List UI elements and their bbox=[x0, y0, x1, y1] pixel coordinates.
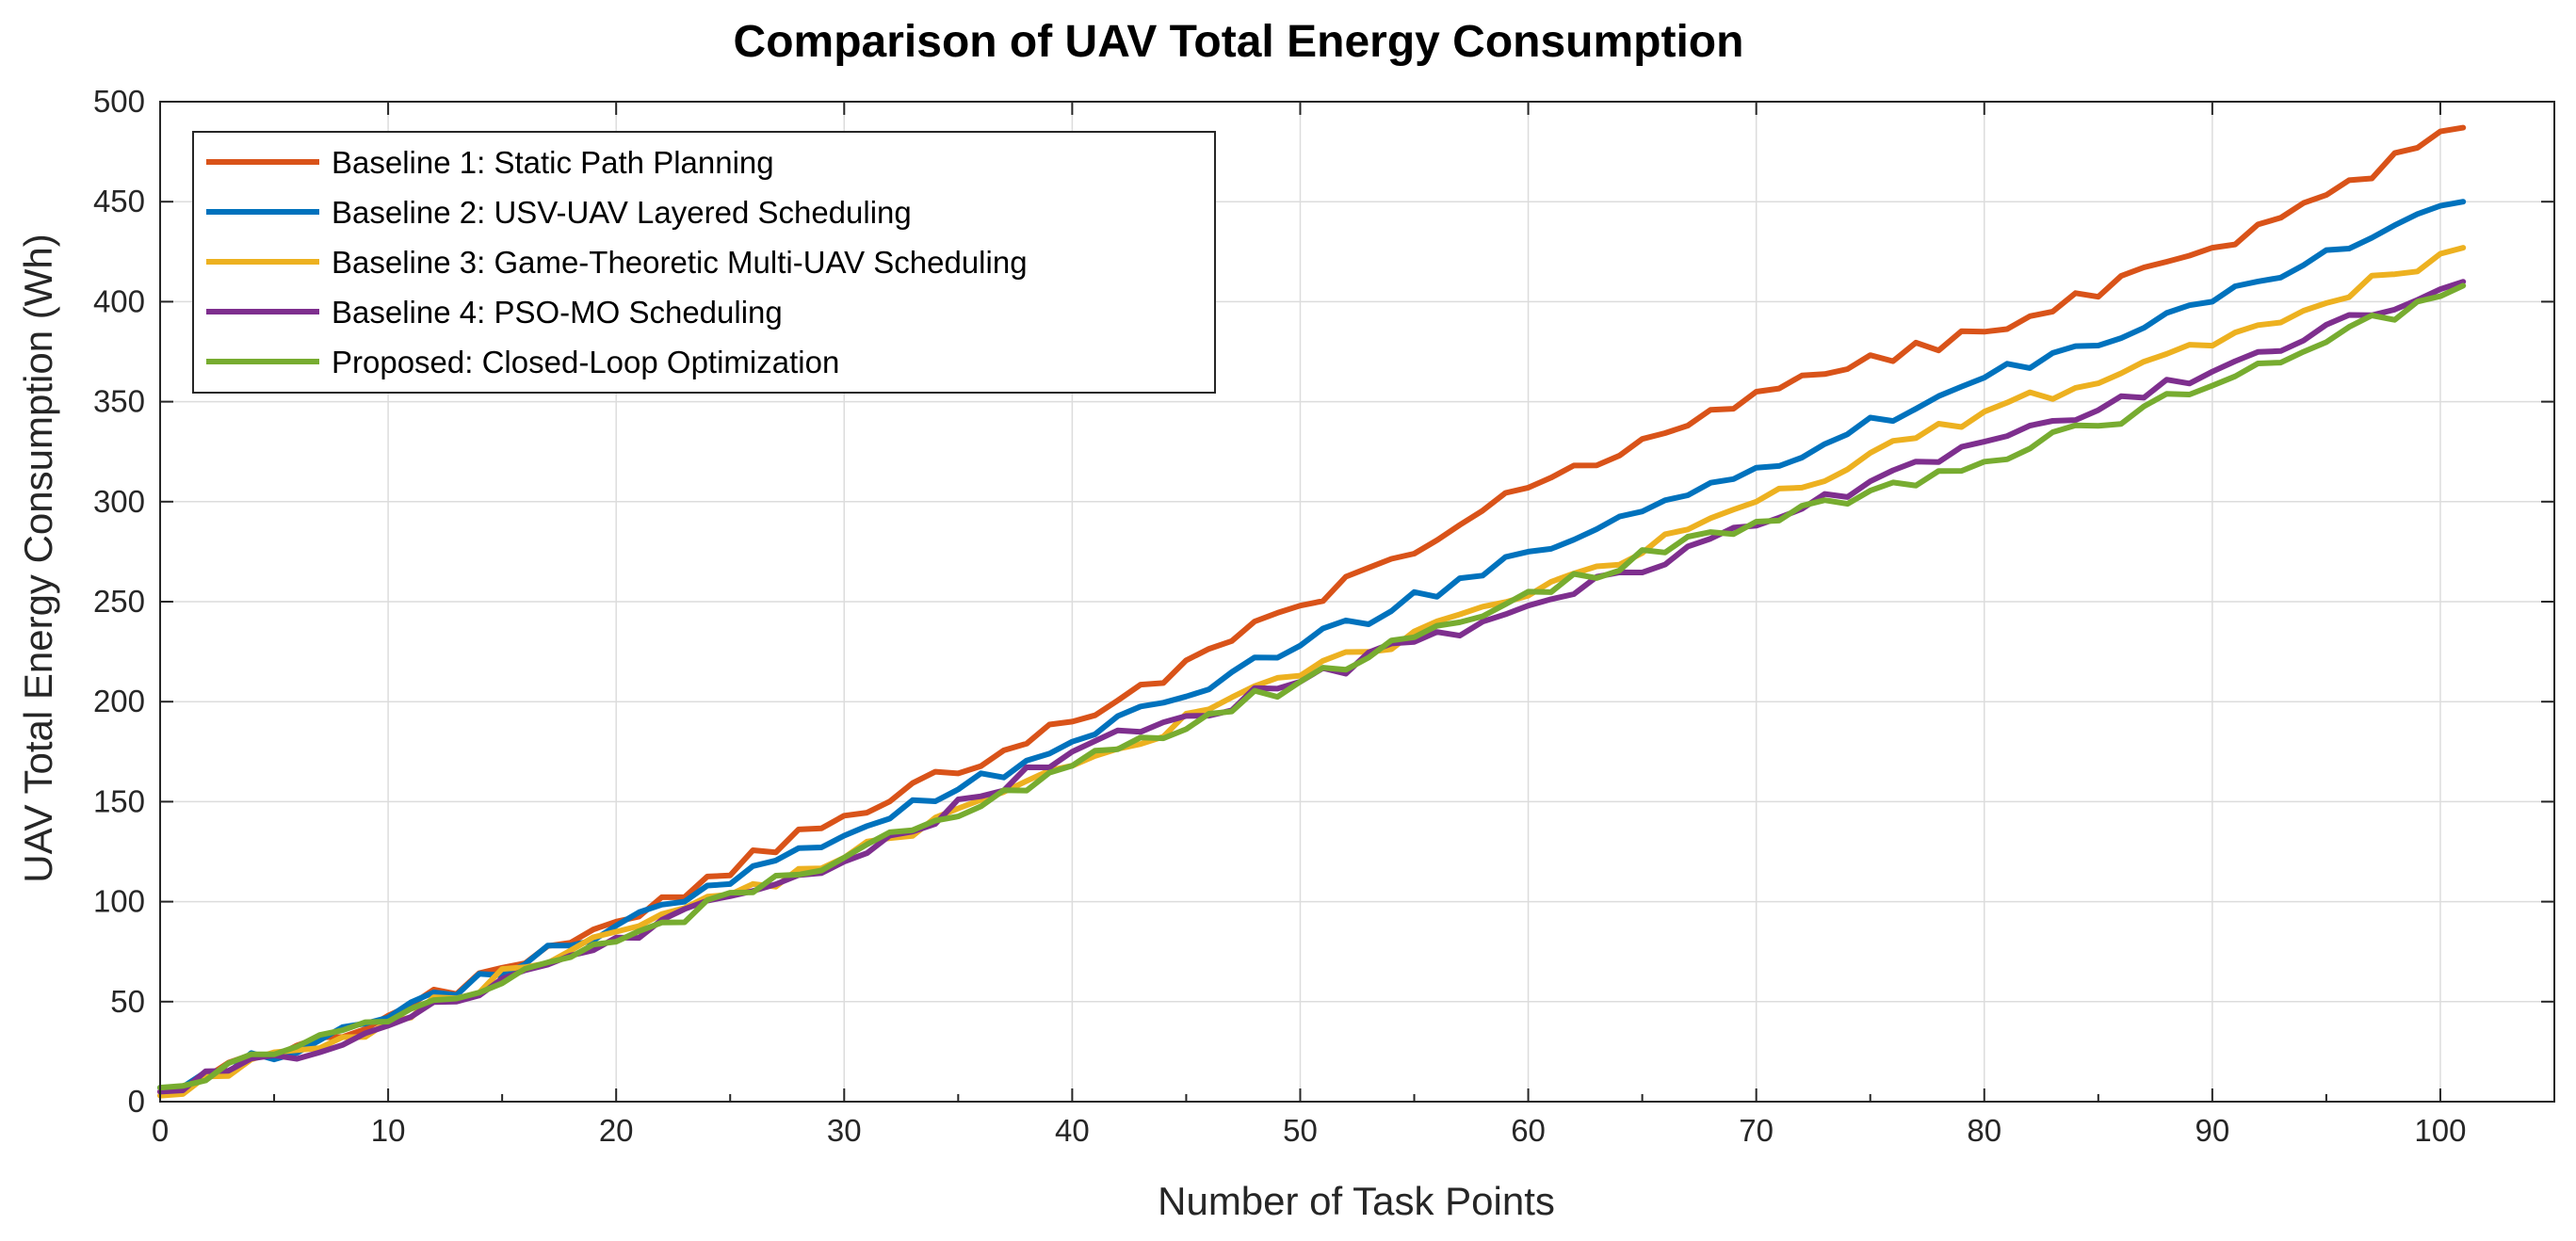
y-tick-label: 200 bbox=[93, 684, 145, 718]
x-tick-label: 90 bbox=[2195, 1113, 2229, 1148]
x-tick-label: 20 bbox=[599, 1113, 634, 1148]
y-tick-label: 450 bbox=[93, 184, 145, 218]
y-tick-label: 0 bbox=[128, 1084, 145, 1119]
x-tick-label: 10 bbox=[371, 1113, 406, 1148]
y-axis-label: UAV Total Energy Consumption (Wh) bbox=[16, 234, 60, 882]
legend-label: Baseline 4: PSO-MO Scheduling bbox=[332, 295, 783, 330]
x-tick-label: 40 bbox=[1055, 1113, 1090, 1148]
chart-title: Comparison of UAV Total Energy Consumpti… bbox=[734, 17, 1744, 67]
y-tick-label: 350 bbox=[93, 384, 145, 419]
y-tick-label: 250 bbox=[93, 584, 145, 619]
x-tick-label: 0 bbox=[152, 1113, 169, 1148]
x-tick-label: 100 bbox=[2414, 1113, 2466, 1148]
x-tick-label: 70 bbox=[1739, 1113, 1774, 1148]
legend: Baseline 1: Static Path Planning Baseline… bbox=[192, 131, 1216, 394]
y-tick-label: 150 bbox=[93, 783, 145, 818]
series-line-proposed bbox=[157, 282, 2467, 1091]
series-line-baseline-2 bbox=[157, 199, 2467, 1091]
y-tick-label: 300 bbox=[93, 484, 145, 519]
legend-label: Baseline 2: USV-UAV Layered Scheduling bbox=[332, 195, 912, 230]
y-tick-label: 50 bbox=[110, 984, 145, 1019]
legend-label: Baseline 3: Game-Theoretic Multi-UAV Sch… bbox=[332, 245, 1028, 280]
y-tick-label: 400 bbox=[93, 283, 145, 318]
y-tick-label: 100 bbox=[93, 884, 145, 919]
legend-label: Proposed: Closed-Loop Optimization bbox=[332, 345, 839, 379]
legend-label: Baseline 1: Static Path Planning bbox=[332, 145, 774, 180]
x-tick-label: 50 bbox=[1283, 1113, 1318, 1148]
x-tick-label: 30 bbox=[827, 1113, 862, 1148]
series-group bbox=[157, 124, 2467, 1099]
x-tick-label: 60 bbox=[1511, 1113, 1546, 1148]
x-axis-label: Number of Task Points bbox=[1158, 1179, 1555, 1223]
y-tick-label: 500 bbox=[93, 84, 145, 119]
legend-box bbox=[192, 131, 1216, 394]
axes: 0 10 20 30 40 50 60 70 80 90 100 0 50 100 150 200 250 300… bbox=[93, 84, 2555, 1148]
x-tick-label: 80 bbox=[1967, 1113, 2001, 1148]
